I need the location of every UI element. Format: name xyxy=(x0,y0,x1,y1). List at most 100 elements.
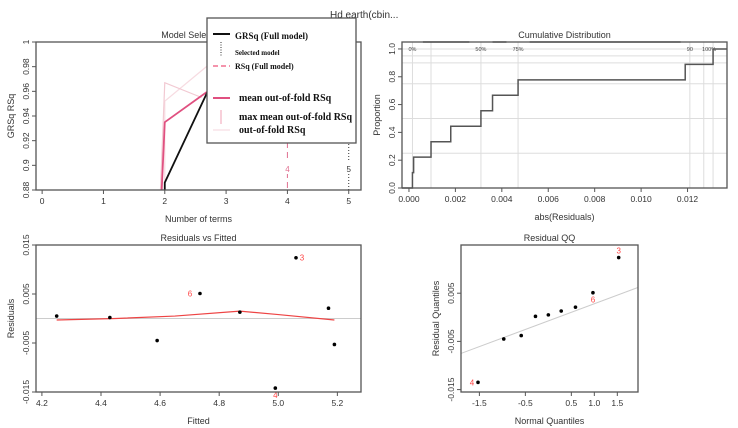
x-tick-label: 0 xyxy=(40,196,45,206)
y-tick-label: 0.2 xyxy=(387,154,397,166)
legend-box xyxy=(206,17,357,144)
residuals-vs-fitted-panel: Residuals vs Fitted Fitted Residuals 4.2 4.4… xyxy=(6,233,362,426)
data-point xyxy=(238,310,242,314)
x-tick-label: 0.012 xyxy=(677,194,699,204)
data-point xyxy=(273,386,278,390)
y-tick-label: 0.4 xyxy=(387,126,397,138)
y-axis-label: GRSq RSq xyxy=(6,94,16,139)
y-axis-label: Proportion xyxy=(372,94,382,136)
x-tick-label: 5 xyxy=(346,196,351,206)
model-selection-legend: GRSq (Full model) Selected model RSq (Full… xyxy=(206,17,357,144)
plot-frame xyxy=(401,41,728,189)
quantile-label: 75% xyxy=(513,47,524,53)
data-point xyxy=(54,314,59,318)
point-label: 3 xyxy=(616,247,621,256)
data-point xyxy=(519,333,524,338)
series-line xyxy=(159,81,202,191)
y-axis-label: Residual Quantiles xyxy=(431,280,441,356)
y-axis-label: Residuals xyxy=(6,298,16,338)
quantile-label: 100% xyxy=(702,47,716,53)
point-label: 4 xyxy=(273,391,278,400)
x-tick-label: -0.5 xyxy=(518,398,533,408)
residual-qq-panel: Residual QQ Normal Quantiles Residual Quan… xyxy=(431,233,639,426)
legend-entry: Selected model xyxy=(235,49,280,57)
series-line xyxy=(160,90,209,191)
x-tick-label: 0.004 xyxy=(491,194,513,204)
selected-model-label: 5 xyxy=(347,165,352,174)
chart-title: Cumulative Distribution xyxy=(518,30,611,40)
data-point xyxy=(108,315,112,320)
point-label: 6 xyxy=(188,290,193,299)
x-tick-label: 0.006 xyxy=(538,194,560,204)
y-tick-label: 0.98 xyxy=(21,58,31,75)
x-tick-label: 3 xyxy=(224,196,229,206)
x-tick-label: 4.6 xyxy=(154,398,166,408)
x-tick-label: 0.002 xyxy=(445,194,467,204)
ecdf-step-line xyxy=(402,48,727,189)
y-tick-label: 0.88 xyxy=(21,181,31,198)
x-tick-label: 1.0 xyxy=(588,398,600,408)
y-tick-label: 1 xyxy=(21,39,31,44)
y-tick-label: -0.015 xyxy=(446,377,456,401)
y-tick-label: -0.005 xyxy=(21,331,31,355)
x-tick-label: 2 xyxy=(162,196,167,206)
y-tick-label: 0.0 xyxy=(387,182,397,194)
x-tick-label: 1.5 xyxy=(611,398,623,408)
point-label: 4 xyxy=(470,378,475,387)
chart-title: Model Selection (a xyxy=(161,30,236,40)
x-axis-label: Number of terms xyxy=(165,214,233,224)
y-tick-label: 0.005 xyxy=(446,282,456,304)
y-tick-label: 0.96 xyxy=(21,83,31,100)
y-tick-label: 0.015 xyxy=(21,234,31,256)
point-label: 3 xyxy=(300,254,305,263)
x-axis-label: Normal Quantiles xyxy=(515,416,585,426)
x-tick-label: 4.4 xyxy=(95,398,107,408)
data-point xyxy=(533,314,538,319)
data-point xyxy=(573,305,578,309)
window-title: Hd earth(cbin... xyxy=(330,10,398,21)
series-line xyxy=(164,60,215,190)
legend-entry: mean out-of-fold RSq xyxy=(239,93,332,104)
x-tick-label: 5.2 xyxy=(331,398,343,408)
y-tick-label: 0.6 xyxy=(387,98,397,110)
data-point xyxy=(332,342,337,347)
y-tick-label: 0.9 xyxy=(21,159,31,171)
legend-entry: out-of-fold RSq xyxy=(239,125,306,136)
data-point xyxy=(326,306,331,311)
data-point xyxy=(616,255,621,260)
series-line xyxy=(163,90,209,190)
y-tick-label: -0.015 xyxy=(21,380,31,404)
y-tick-label: 0.8 xyxy=(387,71,397,83)
x-tick-label: 5.0 xyxy=(272,398,284,408)
data-point xyxy=(155,338,159,343)
x-tick-label: 0.010 xyxy=(630,194,652,204)
data-point xyxy=(198,291,202,296)
quantile-label: 0% xyxy=(408,47,416,53)
y-tick-label: 1.0 xyxy=(387,43,397,55)
data-point xyxy=(591,290,595,295)
label-bg xyxy=(344,162,353,174)
quantile-label: 90 xyxy=(687,47,693,53)
data-point xyxy=(476,380,480,385)
x-axis-label: Fitted xyxy=(187,416,210,426)
chart-title: Residuals vs Fitted xyxy=(160,233,236,243)
x-tick-label: 0.000 xyxy=(398,194,420,204)
label-bg xyxy=(283,162,292,174)
x-tick-label: -1.5 xyxy=(472,398,487,408)
y-tick-label: 0.92 xyxy=(21,132,31,149)
chart-title: Residual QQ xyxy=(524,233,576,243)
cumulative-distribution-panel: Cumulative Distribution abs(Residuals) Pro… xyxy=(372,30,728,222)
data-point xyxy=(501,337,506,341)
qq-reference-line xyxy=(460,286,639,354)
x-tick-label: 0.008 xyxy=(584,194,606,204)
plot-frame xyxy=(35,244,362,393)
legend-entry: GRSq (Full model) xyxy=(235,31,308,41)
x-tick-label: 4.8 xyxy=(213,398,225,408)
max-mean-oof-label: 4 xyxy=(285,165,290,174)
legend-entry: RSq (Full model) xyxy=(235,62,294,71)
x-tick-label: 1 xyxy=(101,196,106,206)
x-axis-label: abs(Residuals) xyxy=(534,212,594,222)
y-tick-label: 0.005 xyxy=(21,283,31,305)
legend-entry: max mean out-of-fold RSq xyxy=(239,112,352,123)
